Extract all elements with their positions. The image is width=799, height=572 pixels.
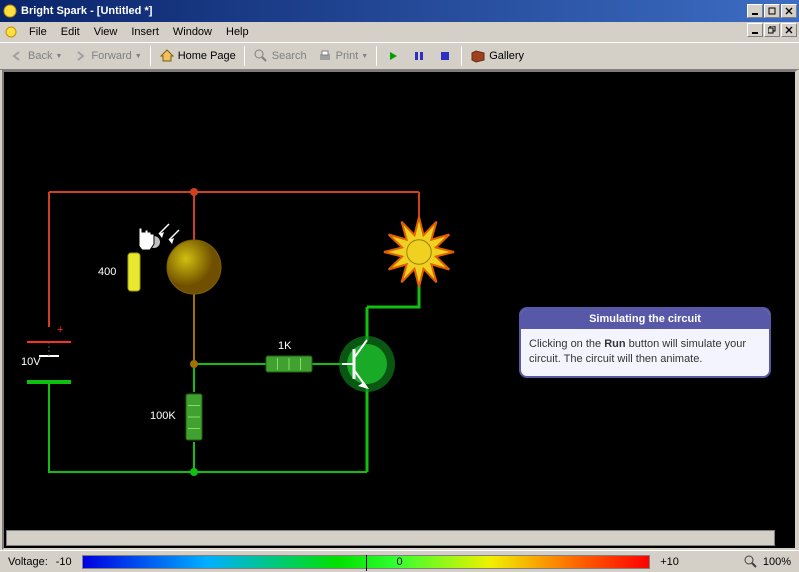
zoom-icon [743,554,759,570]
voltage-max: +10 [656,556,683,568]
pause-button[interactable] [406,46,432,66]
pause-icon [411,48,427,64]
tooltip-body: Clicking on the Run button will simulate… [521,329,769,376]
mdi-minimize-button[interactable] [747,23,763,37]
menubar: File Edit View Insert Window Help [0,22,799,42]
forward-label: Forward [91,50,131,62]
play-button[interactable] [380,46,406,66]
horizontal-scrollbar[interactable] [6,530,775,546]
voltage-min: -10 [52,556,76,568]
menu-edit[interactable]: Edit [54,24,87,40]
home-icon [159,48,175,64]
gallery-label: Gallery [489,50,524,62]
gallery-button[interactable]: Gallery [465,46,529,66]
play-icon [385,48,401,64]
maximize-button[interactable] [764,4,780,18]
back-label: Back [28,50,52,62]
tooltip-title: Simulating the circuit [521,309,769,329]
canvas-frame: 10V4001K100K+ Simulating the circuit Cli… [2,70,797,550]
home-label: Home Page [178,50,236,62]
app-icon [2,3,18,19]
zoom-level: 100% [759,556,795,568]
bulb-icon [4,25,18,39]
voltage-label: Voltage: [4,556,52,568]
back-button[interactable]: Back ▼ [4,46,67,66]
titlebar: Bright Spark - [Untitled *] [0,0,799,22]
voltage-mid: 0 [392,556,406,568]
menu-insert[interactable]: Insert [124,24,166,40]
menu-view[interactable]: View [87,24,125,40]
stop-button[interactable] [432,46,458,66]
statusbar: Voltage: -10 0 +10 100% [0,550,799,572]
mdi-close-button[interactable] [781,23,797,37]
toolbar: Back ▼ Forward ▼ Home Page Search Print … [0,42,799,70]
print-icon [317,48,333,64]
menu-window[interactable]: Window [166,24,219,40]
window-title: Bright Spark - [Untitled *] [21,5,747,17]
stop-icon [437,48,453,64]
circuit-canvas[interactable]: 10V4001K100K+ Simulating the circuit Cli… [4,72,795,548]
search-button[interactable]: Search [248,46,312,66]
home-button[interactable]: Home Page [154,46,241,66]
forward-arrow-icon [72,48,88,64]
search-label: Search [272,50,307,62]
search-icon [253,48,269,64]
print-button[interactable]: Print ▼ [312,46,374,66]
back-arrow-icon [9,48,25,64]
close-button[interactable] [781,4,797,18]
voltage-gradient [82,555,651,569]
minimize-button[interactable] [747,4,763,18]
print-label: Print [336,50,359,62]
help-tooltip: Simulating the circuit Clicking on the R… [519,307,771,378]
mdi-restore-button[interactable] [764,23,780,37]
gallery-icon [470,48,486,64]
menu-file[interactable]: File [22,24,54,40]
menu-help[interactable]: Help [219,24,256,40]
forward-button[interactable]: Forward ▼ [67,46,146,66]
